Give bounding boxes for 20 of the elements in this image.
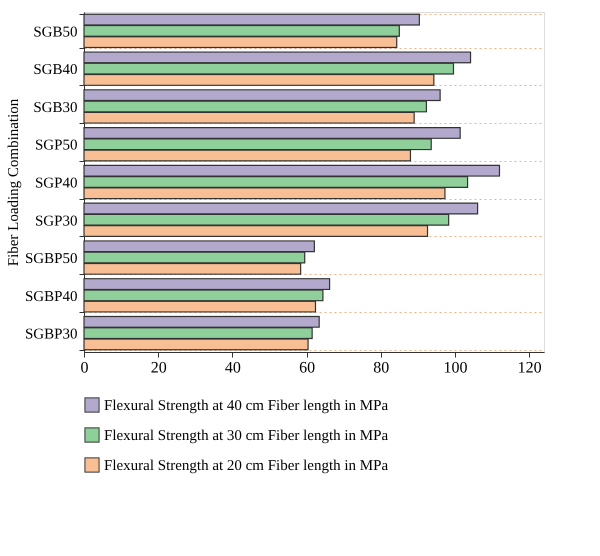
legend-label: Flexural Strength at 20 cm Fiber length in MPa — [104, 458, 388, 474]
x-tick-label: 40 — [224, 360, 241, 376]
y-tick-label: SGP30 — [34, 213, 78, 230]
x-tick-label: 60 — [299, 360, 316, 376]
legend-label: Flexural Strength at 40 cm Fiber length in MPa — [104, 398, 388, 414]
y-tick-label: SGB30 — [33, 100, 78, 116]
y-tick-label: SGBP40 — [24, 288, 78, 305]
x-tick-label: 80 — [373, 360, 390, 376]
legend-label: Flexural Strength at 30 cm Fiber length in MPa — [104, 428, 388, 444]
x-tick-label: 120 — [518, 360, 542, 376]
y-tick-label: SGB50 — [33, 24, 78, 40]
y-tick-label: SGBP50 — [24, 251, 78, 268]
x-tick-label: 100 — [443, 360, 468, 376]
y-tick-label: SGP50 — [34, 138, 78, 154]
y-tick-label: SGB40 — [33, 62, 78, 78]
y-axis-title: Fiber Loading Combination — [6, 98, 22, 266]
x-tick-label: 0 — [80, 360, 88, 376]
y-tick-label: SGP40 — [34, 176, 78, 192]
x-tick-label: 20 — [150, 360, 167, 376]
y-tick-label: SGBP30 — [24, 326, 78, 343]
